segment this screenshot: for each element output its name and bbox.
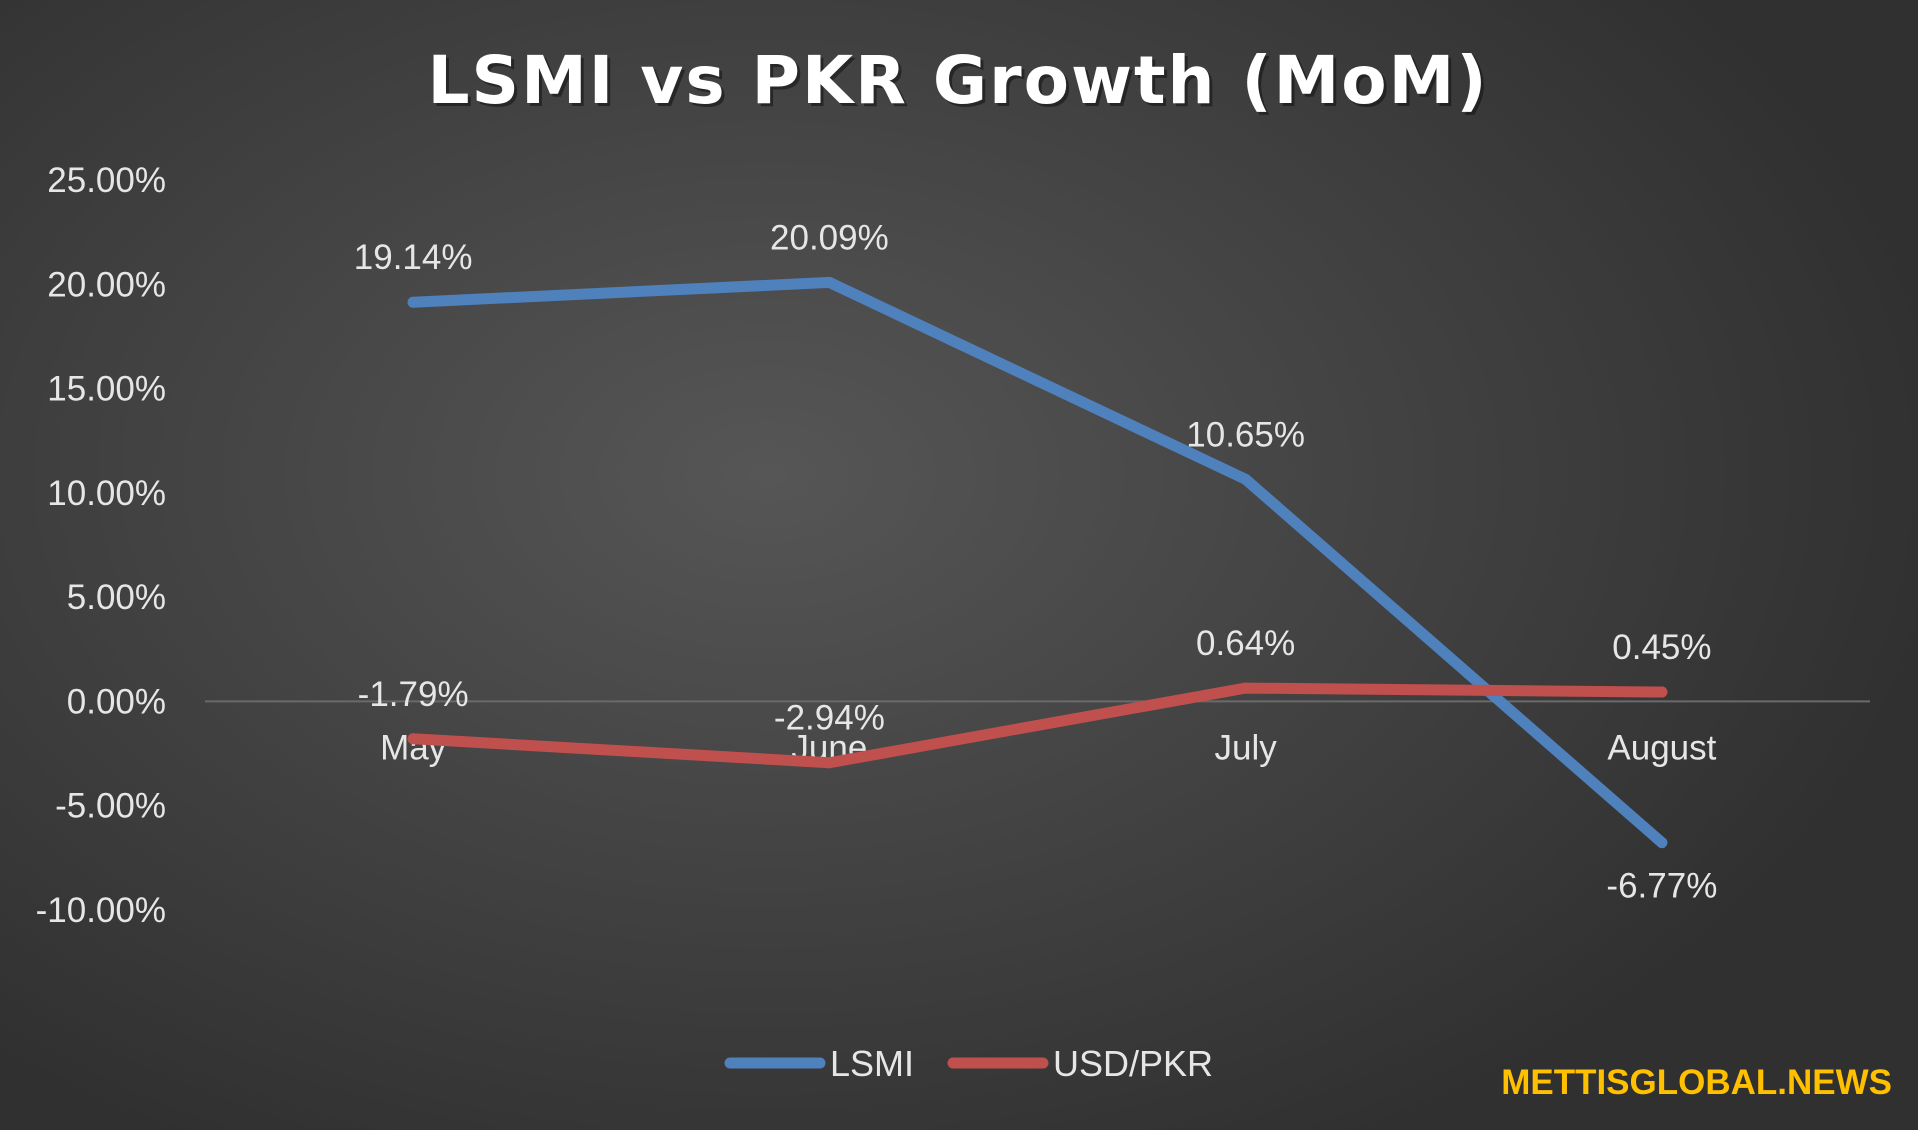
chart-title-shadow: LSMI vs PKR Growth (MoM) [431,45,1492,122]
y-tick-label: -10.00% [36,891,166,930]
y-axis-tick-labels: 25.00% 20.00% 15.00% 10.00% 5.00% 0.00% -5.00%… [36,161,166,930]
series-line-usd-pkr [407,682,1668,769]
data-point [1656,837,1668,849]
y-tick-label: 25.00% [47,161,166,200]
data-label: -6.77% [1606,867,1717,906]
data-label: 20.09% [770,218,889,257]
data-label: 0.45% [1612,628,1711,667]
series-lines [407,276,1668,849]
data-label: 0.64% [1196,624,1295,663]
data-label: 10.65% [1186,415,1305,454]
x-tick-label: August [1607,728,1716,767]
legend-label-lsmi: LSMI [830,1043,914,1084]
chart-title: LSMI vs PKR Growth (MoM) [428,42,1489,119]
data-point [823,276,835,288]
y-tick-label: 20.00% [47,265,166,304]
data-point [823,757,835,769]
series-line-lsmi [407,276,1668,849]
data-point [1656,686,1668,698]
watermark-text: METTISGLOBAL.NEWS [1501,1063,1892,1102]
y-tick-label: 10.00% [47,474,166,513]
data-point [1240,682,1252,694]
data-label: -2.94% [774,699,885,738]
y-tick-label: 0.00% [67,682,166,721]
data-labels: 19.14% 20.09% 10.65% -6.77% -1.79% -2.94% 0.64… [354,218,1718,905]
data-point [407,733,419,745]
legend: LSMI USD/PKR [724,1043,1213,1084]
data-label: -1.79% [358,675,469,714]
y-tick-label: 5.00% [67,578,166,617]
legend-label-usd-pkr: USD/PKR [1053,1043,1213,1084]
data-point [407,296,419,308]
data-label: 19.14% [354,238,473,277]
y-tick-label: 15.00% [47,370,166,409]
x-tick-label: July [1215,728,1278,767]
y-tick-label: -5.00% [55,787,166,826]
data-point [1240,473,1252,485]
